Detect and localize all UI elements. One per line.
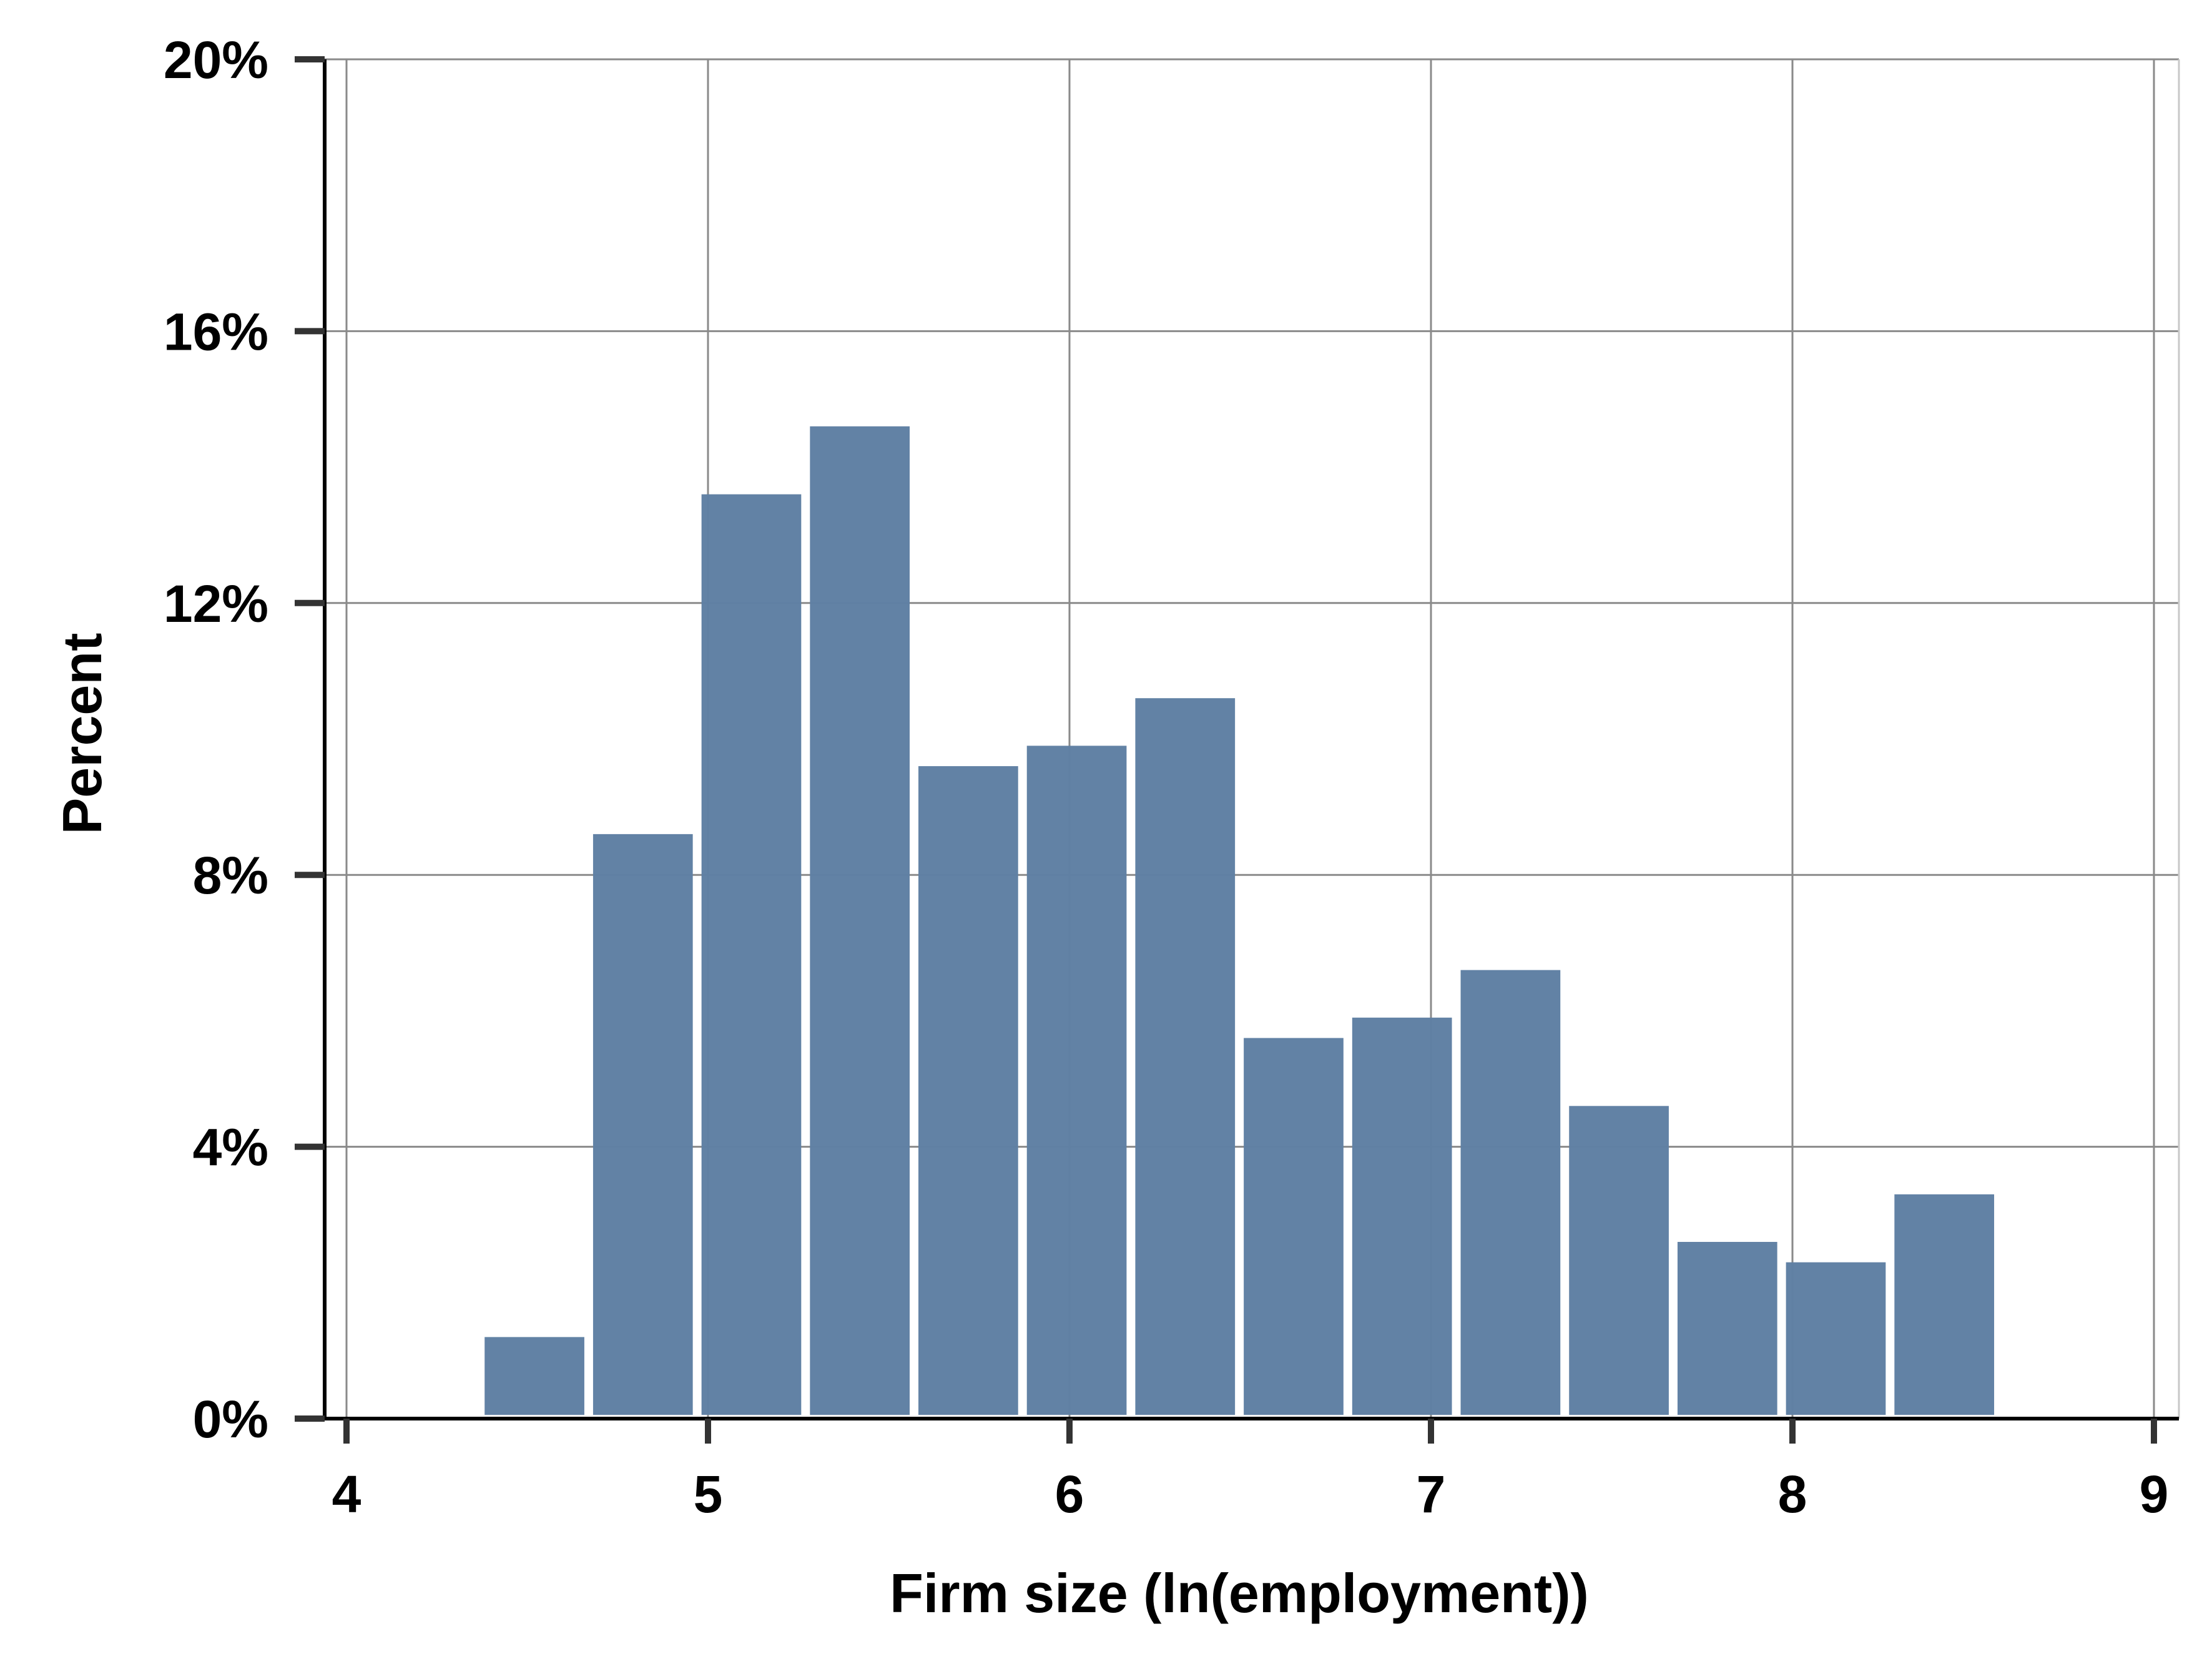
histogram-bar xyxy=(1244,1038,1344,1415)
y-tick-label: 4% xyxy=(193,1118,268,1177)
x-tick-label: 5 xyxy=(694,1465,723,1524)
histogram-bar xyxy=(918,766,1018,1415)
x-tick-label: 6 xyxy=(1055,1465,1084,1524)
x-tick-label: 7 xyxy=(1417,1465,1446,1524)
bars xyxy=(484,426,1995,1415)
y-tick-label: 16% xyxy=(164,302,268,361)
y-tick-label: 12% xyxy=(164,574,268,633)
histogram-bar xyxy=(592,834,693,1415)
axes xyxy=(323,59,2179,1420)
histogram-bar xyxy=(1460,970,1561,1415)
histogram-bar xyxy=(810,426,910,1415)
y-axis-title: Percent xyxy=(51,633,113,835)
histogram-bar xyxy=(701,494,802,1415)
histogram-bar xyxy=(1352,1017,1452,1415)
histogram-bar xyxy=(1569,1106,1669,1415)
x-tick-label: 9 xyxy=(2140,1465,2169,1524)
y-tick-label: 8% xyxy=(193,846,268,905)
y-tick-label: 20% xyxy=(164,31,268,89)
histogram-bar xyxy=(1894,1194,1995,1415)
histogram-bar xyxy=(1135,698,1236,1415)
x-tick-label: 4 xyxy=(332,1465,361,1524)
histogram-bar xyxy=(1677,1241,1777,1415)
x-axis-title: Firm size (ln(employment)) xyxy=(890,1562,1589,1624)
ticks: 0% 4% 8% 12% 16% 20% 4 5 6 7 8 9 xyxy=(164,31,2168,1524)
histogram-bar xyxy=(484,1337,584,1415)
x-tick-label: 8 xyxy=(1778,1465,1807,1524)
histogram-bar xyxy=(1786,1262,1886,1415)
histogram-bar xyxy=(1026,746,1127,1415)
y-tick-label: 0% xyxy=(193,1390,268,1449)
